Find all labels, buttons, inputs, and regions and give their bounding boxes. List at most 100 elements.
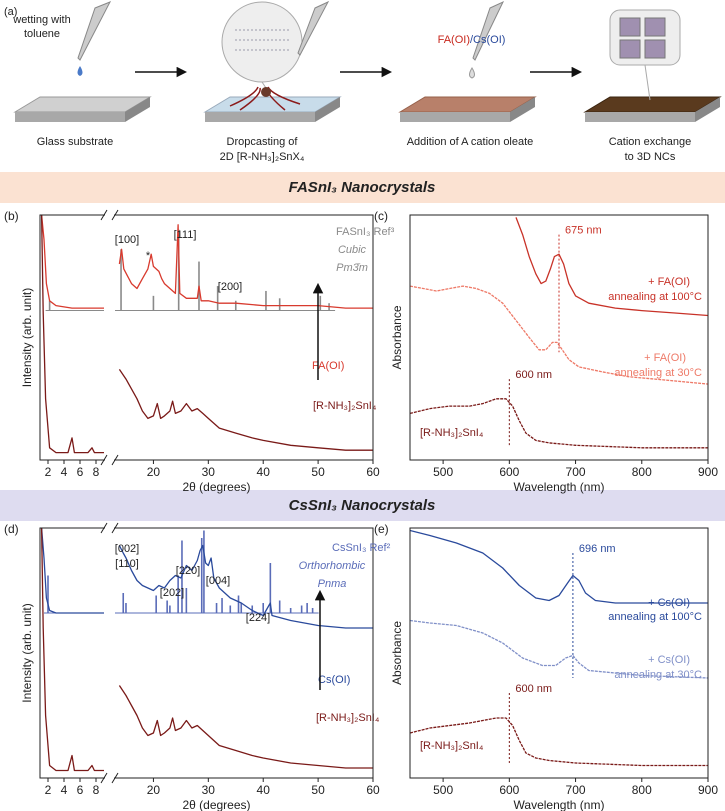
chart: FA(OI) [R-NH₃]₂SnI₄ [100] * [111] [200] Cubic P…: [4, 209, 380, 494]
axis-break: [105, 458, 114, 462]
annotation: Orthorhombic: [299, 560, 366, 572]
series-note: annealing at 30°C: [614, 669, 702, 681]
x-tick-label: 600: [499, 783, 519, 797]
x-axis-label: 2θ (degrees): [182, 798, 250, 811]
x-tick-label: 6: [77, 465, 84, 479]
banner: FASnI₃ Nanocrystals: [289, 179, 436, 196]
series-line: [410, 717, 708, 767]
step-caption: Cation exchange: [609, 136, 692, 148]
series-label: + Cs(OI): [648, 597, 690, 609]
annotation: [004]: [206, 575, 230, 587]
axes-frame: [39, 527, 374, 779]
series-line: [40, 215, 373, 454]
axis-break-mark: [100, 209, 119, 221]
x-tick-label: 600: [499, 465, 519, 479]
reference-name: FASnI₃ Ref³: [336, 226, 395, 238]
series-line: [410, 398, 708, 449]
banner-bg: [0, 172, 725, 203]
axis-break: [105, 213, 114, 217]
y-axis-label: Intensity (arb. unit): [20, 288, 34, 387]
x-tick-label: 800: [632, 465, 652, 479]
step-note: wetting with: [12, 14, 70, 26]
panel-label: (a): [4, 6, 17, 18]
annotation: Pnma: [318, 578, 347, 590]
x-tick-label: 500: [433, 783, 453, 797]
step-caption: Addition of A cation oleate: [407, 136, 534, 148]
chart: Cs(OI) [R-NH₃]₂SnI₄ [002] [110] [202] [220] [0…: [4, 522, 380, 811]
x-tick-label: 8: [93, 783, 100, 797]
panel-label: (c): [374, 209, 388, 223]
reference-name: CsSnI₃ Ref²: [332, 542, 391, 554]
marker-label: 600 nm: [515, 683, 552, 695]
marker-label: 675 nm: [565, 225, 602, 237]
x-tick-label: 700: [566, 783, 586, 797]
series-line: [40, 528, 373, 629]
y-axis-label: Intensity (arb. unit): [20, 603, 34, 702]
panel-label: (b): [4, 209, 19, 223]
x-tick-label: 60: [366, 783, 380, 797]
annotation: [002]: [115, 543, 139, 555]
annotation: *: [146, 250, 151, 262]
axes-frame: [39, 214, 374, 461]
axis-break-mark: [100, 522, 119, 534]
x-tick-label: 700: [566, 465, 586, 479]
x-tick-label: 8: [93, 465, 100, 479]
series-label: [R-NH₃]₂SnI₄: [316, 712, 380, 724]
plot-area: [40, 528, 373, 772]
x-tick-label: 30: [202, 783, 216, 797]
x-tick-label: 50: [311, 783, 325, 797]
step-note: /Cs(OI): [470, 34, 505, 46]
axis-break-mark: [100, 454, 119, 466]
series-line: [40, 528, 373, 772]
plot-area: [410, 217, 708, 449]
series-label: [R-NH₃]₂SnI₄: [313, 400, 377, 412]
step-note: toluene: [24, 28, 60, 40]
step-caption: Glass substrate: [37, 136, 113, 148]
x-tick-label: 60: [366, 465, 380, 479]
x-tick-label: 800: [632, 783, 652, 797]
series-label: FA(OI): [312, 360, 344, 372]
x-tick-label: 900: [698, 783, 718, 797]
series-line: [410, 529, 708, 604]
annotation: [220]: [176, 565, 200, 577]
x-tick-label: 20: [147, 465, 161, 479]
axis-break-mark: [100, 772, 119, 784]
annotation: Cubic: [338, 244, 367, 256]
x-tick-label: 40: [257, 783, 271, 797]
plot-area: [40, 215, 373, 454]
chart: + Cs(OI) annealing at 100°C + Cs(OI) anneal…: [374, 522, 718, 811]
annotation: [224]: [246, 612, 270, 624]
x-axis-label: 2θ (degrees): [182, 480, 250, 494]
axis-break: [105, 526, 114, 530]
panel-label: (e): [374, 522, 389, 536]
marker-label: 600 nm: [515, 369, 552, 381]
x-tick-label: 30: [202, 465, 216, 479]
schematic: [13, 0, 722, 122]
x-axis-label: Wavelength (nm): [514, 480, 605, 494]
panel-label: (d): [4, 522, 19, 536]
step-caption: 2D [R-NH₃]₂SnX₄: [220, 151, 305, 163]
x-tick-label: 2: [45, 465, 52, 479]
axes-frame: [409, 214, 709, 461]
x-tick-label: 20: [147, 783, 161, 797]
y-axis-label: Absorbance: [390, 305, 404, 369]
series-note: annealing at 30°C: [614, 367, 702, 379]
series-line: [40, 215, 373, 309]
annotation: [111]: [174, 229, 197, 241]
series-line: [410, 285, 708, 385]
x-tick-label: 500: [433, 465, 453, 479]
series-label: + FA(OI): [648, 276, 690, 288]
series-label: + Cs(OI): [648, 654, 690, 666]
annotation: Pm3̄m: [336, 262, 368, 274]
series-label: [R-NH₃]₂SnI₄: [420, 427, 484, 439]
series-label: [R-NH₃]₂SnI₄: [420, 740, 484, 752]
plot-area: [410, 529, 708, 767]
step-note: FA(OI): [438, 34, 470, 46]
series-label: Cs(OI): [318, 674, 350, 686]
x-axis-label: Wavelength (nm): [514, 798, 605, 811]
step-caption: Dropcasting of: [227, 136, 299, 148]
axis-break: [105, 776, 114, 780]
banner: CsSnI₃ Nanocrystals: [289, 497, 436, 514]
banner-bg: [0, 490, 725, 521]
